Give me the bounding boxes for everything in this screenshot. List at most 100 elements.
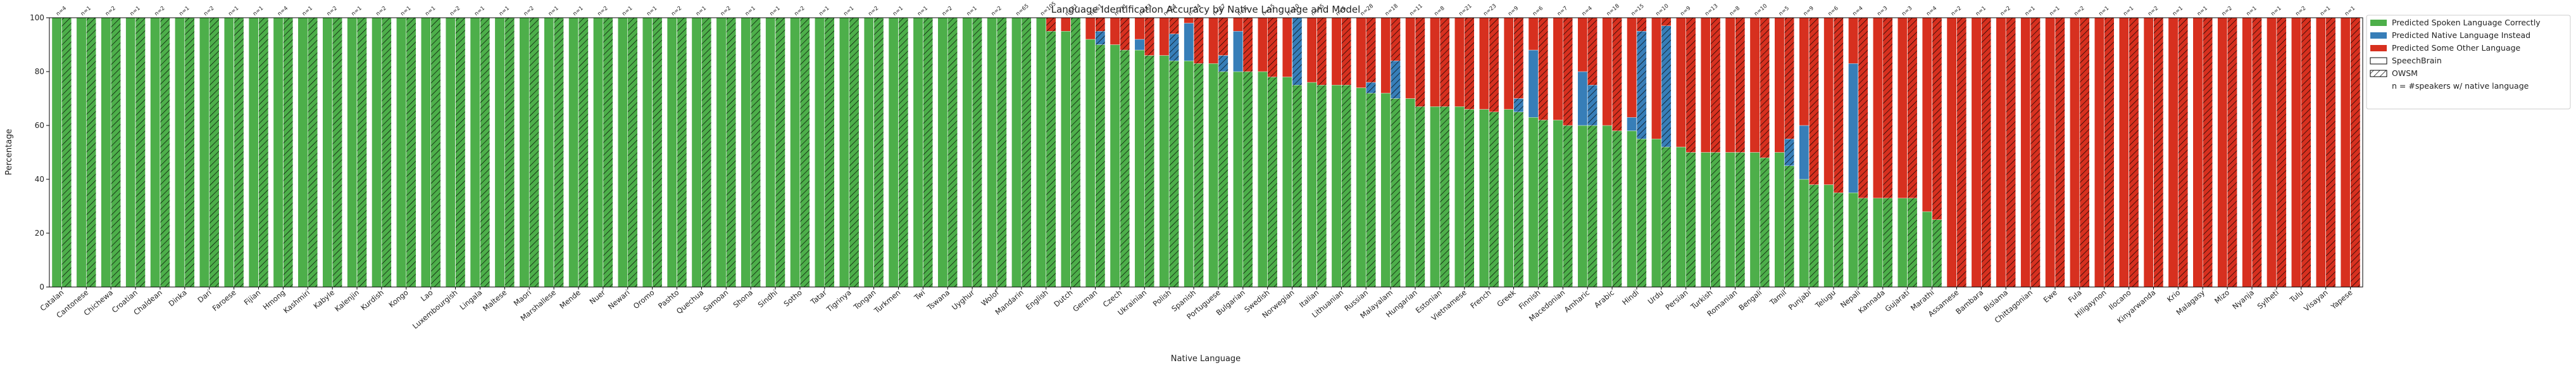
x-tick-label: Arabic <box>1592 288 1616 310</box>
n-label: n=2 <box>1950 5 1963 17</box>
bar-segment <box>2242 17 2253 288</box>
bar-segment <box>1897 198 1908 288</box>
bar-segment <box>1971 17 1982 288</box>
bar-hatch <box>873 18 884 287</box>
x-tick-label: Sylheti <box>2256 288 2280 311</box>
bar-segment <box>1356 87 1366 288</box>
bar-hatch <box>849 18 860 287</box>
bar-hatch <box>1710 18 1721 153</box>
bar-hatch <box>2104 18 2115 287</box>
bar-segment <box>1306 82 1317 288</box>
bar-hatch <box>2203 18 2213 287</box>
bar-segment <box>445 17 456 288</box>
bar-segment <box>1725 17 1735 153</box>
bar-segment <box>642 17 653 288</box>
bar-hatch <box>1316 18 1327 86</box>
y-tick-label: 40 <box>35 175 44 184</box>
n-label: n=9 <box>1803 5 1815 17</box>
bar-segment <box>1503 109 1514 288</box>
bar-segment <box>1799 17 1810 126</box>
n-label: n=2 <box>153 5 166 17</box>
bar-hatch <box>283 18 293 287</box>
n-label: n=1 <box>2048 5 2061 17</box>
bar-hatch <box>627 18 638 287</box>
bar-hatch <box>1685 152 1696 287</box>
bar-hatch <box>1981 18 1991 287</box>
bar-hatch <box>1735 152 1746 287</box>
n-label: n=11 <box>1409 3 1424 18</box>
bar-hatch <box>2350 18 2361 287</box>
bar-hatch <box>1144 55 1154 287</box>
bar-segment <box>1577 71 1588 126</box>
n-label: n=1 <box>572 5 584 17</box>
bar-hatch <box>1169 61 1179 287</box>
bar-hatch <box>1439 106 1450 287</box>
bar-segment <box>1700 17 1711 153</box>
x-tick-label: Bambara <box>1954 288 1985 316</box>
bar-segment <box>1380 17 1391 94</box>
x-tick-label: Krio <box>2165 288 2182 304</box>
bar-segment <box>1134 39 1145 51</box>
bar-hatch <box>357 18 367 287</box>
x-tick-label: Sindhi <box>756 288 779 310</box>
n-label: n=1 <box>966 5 979 17</box>
bar-hatch <box>1144 18 1154 56</box>
n-label: n=4 <box>1851 5 1864 17</box>
bar-segment <box>1208 63 1219 288</box>
bar-segment <box>1257 71 1268 288</box>
n-label: n=1 <box>80 5 92 17</box>
n-label: n=2 <box>2073 5 2085 17</box>
bar-hatch <box>159 18 170 287</box>
bar-segment <box>1233 31 1244 72</box>
bar-hatch <box>1095 18 1106 32</box>
bar-segment <box>1799 125 1810 180</box>
legend-label: Predicted Native Language Instead <box>2392 30 2530 40</box>
bar-segment <box>1848 63 1859 193</box>
x-tick-label: Tulu <box>2287 288 2304 305</box>
bar-hatch <box>1882 18 1893 198</box>
plot-frame <box>49 17 2363 288</box>
x-tick-label: Persian <box>1664 288 1690 312</box>
bar-segment <box>1823 184 1834 288</box>
bar-hatch <box>1391 98 1401 287</box>
bar-segment <box>568 17 579 288</box>
bar-segment <box>544 17 554 288</box>
bar-hatch <box>2301 18 2311 287</box>
x-tick-label: Mizo <box>2213 288 2231 306</box>
legend-label: Predicted Spoken Language Correctly <box>2392 18 2541 27</box>
bar-segment <box>150 17 161 288</box>
bar-hatch <box>1661 25 1672 147</box>
x-tick-label: Faroese <box>211 288 238 313</box>
bar-segment <box>2020 17 2031 288</box>
bar-hatch <box>2153 18 2164 287</box>
bar-hatch <box>1612 131 1622 287</box>
bar-segment <box>1700 152 1711 288</box>
x-tick-label: Kurdish <box>359 288 385 312</box>
bar-segment <box>322 17 333 288</box>
n-label: n=13 <box>1704 3 1719 18</box>
chart-title: Language Identification Accuracy by Nati… <box>1051 4 1360 15</box>
n-label: n=1 <box>916 5 929 17</box>
x-tick-label: Tswana <box>925 288 951 312</box>
bar-segment <box>2045 17 2056 288</box>
bar-segment <box>716 17 727 288</box>
x-tick-label: Nyanja <box>2230 288 2256 311</box>
bar-hatch <box>2129 18 2139 287</box>
bar-segment <box>494 17 505 288</box>
n-label: n=2 <box>375 5 387 17</box>
bar-segment <box>1799 179 1810 288</box>
bar-hatch <box>1120 50 1130 287</box>
bar-hatch <box>2054 18 2065 287</box>
bar-hatch <box>775 18 785 287</box>
bar-hatch <box>1218 72 1229 287</box>
n-label: n=1 <box>399 5 412 17</box>
bar-segment <box>1454 106 1465 288</box>
bar-hatch <box>308 18 318 287</box>
bar-segment <box>1134 49 1145 288</box>
n-label: n=4 <box>55 5 68 17</box>
n-label: n=4 <box>1581 5 1594 17</box>
x-tick-label: Dari <box>196 288 213 305</box>
bar-segment <box>1060 17 1071 32</box>
bar-segment <box>2192 17 2203 288</box>
bar-segment <box>1627 17 1637 118</box>
